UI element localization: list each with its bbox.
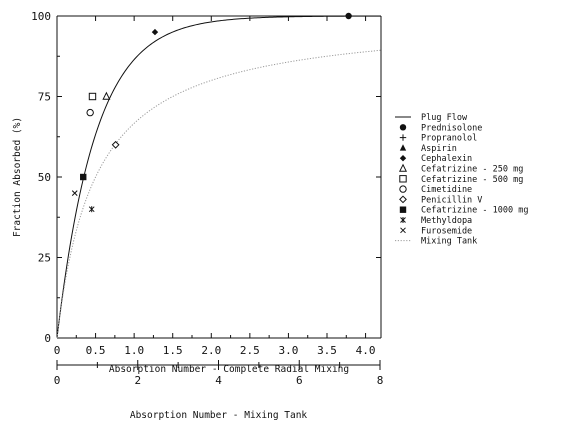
x-tick-label: 4.0 xyxy=(356,344,376,357)
x2-tick-label: 4 xyxy=(215,374,222,387)
data-point-prednisolone xyxy=(345,12,352,20)
data-point-cefatrizine-500-mg xyxy=(88,92,97,101)
marker-shape xyxy=(345,12,352,20)
marker-shape xyxy=(71,190,78,196)
x-axis-title: Absorption Number - Complete Radial Mixi… xyxy=(109,364,349,375)
x-tick-label: 0 xyxy=(54,344,61,357)
data-point-cimetidine xyxy=(86,108,94,117)
marker-shape xyxy=(399,206,407,213)
x-tick-label: 3.0 xyxy=(278,344,298,357)
marker-shape xyxy=(102,91,111,100)
y-tick-label: 75 xyxy=(38,91,51,104)
legend-label-propranolol: Propranolol xyxy=(421,134,477,144)
legend-marker-cimetidine xyxy=(399,185,407,193)
x2-tick-label: 8 xyxy=(377,374,384,387)
marker-shape xyxy=(398,163,408,172)
marker-shape xyxy=(400,227,406,234)
x-tick-label: 0.5 xyxy=(86,344,106,357)
legend-marker-penicillin-v xyxy=(399,195,407,204)
y-tick-label: 0 xyxy=(44,332,51,345)
x2-tick-label: 6 xyxy=(296,374,303,387)
legend-label-mixing-tank: Mixing Tank xyxy=(421,237,477,247)
legend-marker-cefatrizine-250-mg xyxy=(398,163,408,172)
legend-label-plug-flow: Plug Flow xyxy=(421,113,468,123)
legend-label-cefatrizine-1000-mg: Cefatrizine - 1000 mg xyxy=(421,206,528,216)
legend-label-cefatrizine-500-mg: Cefatrizine - 500 mg xyxy=(421,175,523,185)
data-point-cefatrizine-250-mg xyxy=(102,91,111,100)
legend-marker-furosemide xyxy=(400,227,406,234)
y-tick-label: 25 xyxy=(38,252,51,265)
marker-shape xyxy=(151,28,159,36)
x-tick-label: 2.0 xyxy=(201,344,221,357)
legend-marker-aspirin xyxy=(399,144,407,151)
legend-label-methyldopa: Methyldopa xyxy=(421,216,472,226)
chart-curves xyxy=(56,15,382,339)
marker-shape xyxy=(399,155,407,162)
x2-tick-label: 2 xyxy=(134,374,141,387)
legend-label-cefatrizine-250-mg: Cefatrizine - 250 mg xyxy=(421,165,523,175)
marker-shape xyxy=(399,175,407,183)
legend-label-aspirin: Aspirin xyxy=(421,144,457,154)
y-axis-title: Fraction Absorbed (%) xyxy=(12,117,23,237)
x-tick-label: 2.5 xyxy=(240,344,260,357)
marker-shape xyxy=(399,124,407,131)
marker-shape xyxy=(80,173,87,181)
y-tick-label: 50 xyxy=(38,171,51,184)
mixing-tank-curve xyxy=(56,49,382,339)
marker-shape xyxy=(88,92,97,101)
marker-shape xyxy=(399,195,407,204)
data-point-cephalexin xyxy=(151,28,159,36)
legend-marker-cephalexin xyxy=(399,155,407,162)
legend-marker-propranolol xyxy=(399,134,407,141)
chart-points xyxy=(71,12,352,213)
y-tick-label: 100 xyxy=(31,10,51,23)
plug-flow-curve xyxy=(56,15,382,339)
legend-label-furosemide: Furosemide xyxy=(421,226,472,236)
legend-marker-cefatrizine-1000-mg xyxy=(399,206,407,213)
legend-label-cephalexin: Cephalexin xyxy=(421,154,472,164)
legend-label-cimetidine: Cimetidine xyxy=(421,185,472,195)
data-point-furosemide xyxy=(71,190,78,196)
legend-label-prednisolone: Prednisolone xyxy=(421,123,482,133)
marker-shape xyxy=(399,185,407,193)
marker-shape xyxy=(111,140,120,149)
chart-legend: Plug FlowPrednisolonePropranololAspirinC… xyxy=(395,113,528,247)
data-point-cefatrizine-1000-mg xyxy=(80,173,87,181)
x-tick-label: 1.0 xyxy=(124,344,144,357)
legend-marker-prednisolone xyxy=(399,124,407,131)
marker-shape xyxy=(86,108,94,117)
data-point-methyldopa xyxy=(88,206,95,213)
x2-tick-label: 0 xyxy=(54,374,61,387)
x-tick-label: 1.5 xyxy=(163,344,183,357)
legend-marker-methyldopa xyxy=(400,217,406,223)
data-point-penicillin-v xyxy=(111,140,120,149)
x-tick-label: 3.5 xyxy=(317,344,337,357)
chart-axes: 0 0.5 1.0 1.5 2.0 2.5 3.0 3.5 4.0 0 25 50 75 100 0 2 4 6 8 xyxy=(31,10,383,387)
x2-axis-title: Absorption Number - Mixing Tank xyxy=(130,410,308,421)
legend-label-penicillin-v: Penicillin V xyxy=(421,195,482,205)
marker-shape xyxy=(399,144,407,151)
legend-marker-cefatrizine-500-mg xyxy=(399,175,407,183)
